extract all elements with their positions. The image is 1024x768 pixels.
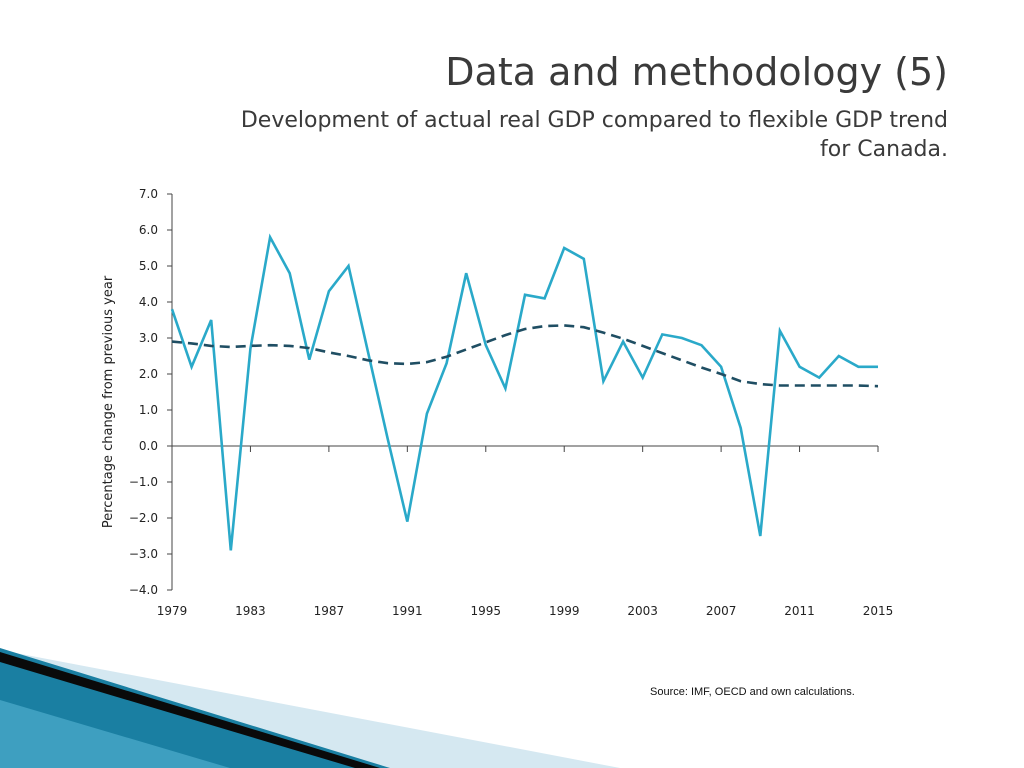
x-tick-label: 1979 <box>157 604 188 618</box>
y-tick-label: 7.0 <box>139 187 158 201</box>
decor-highlight-band <box>0 700 230 768</box>
y-axis-title: Percentage change from previous year <box>101 275 116 528</box>
y-tick-label: 5.0 <box>139 259 158 273</box>
y-tick-label: 1.0 <box>139 403 158 417</box>
x-tick-label: 1995 <box>471 604 502 618</box>
series-line-actual <box>170 233 878 551</box>
slide-subtitle-line2: for Canada. <box>820 137 948 162</box>
x-axis: 1979 1983 1987 1991 1995 1999 2003 2007 2011 2015 <box>157 445 894 618</box>
series-line-trend <box>171 324 879 388</box>
x-tick-label: 2011 <box>784 604 815 618</box>
x-tick-label: 2015 <box>863 604 894 618</box>
y-tick-label: −4.0 <box>129 583 158 597</box>
y-axis: 7.0 6.0 5.0 4.0 3.0 2.0 1.0 0.0 −1.0 −2.0 −3.0 −4.0 <box>129 187 173 597</box>
x-tick-label: 2003 <box>627 604 658 618</box>
x-tick-label: 1999 <box>549 604 580 618</box>
y-tick-label: 6.0 <box>139 223 158 237</box>
source-note: Source: IMF, OECD and own calculations. <box>650 686 855 698</box>
x-tick-label: 1991 <box>392 604 423 618</box>
y-tick-label: 0.0 <box>139 439 158 453</box>
x-tick-label: 2007 <box>706 604 737 618</box>
y-tick-label: 3.0 <box>139 331 158 345</box>
slide-subtitle-line1: Development of actual real GDP compared … <box>240 108 948 133</box>
slide-title: Data and methodology (5) <box>445 50 948 94</box>
y-tick-label: 2.0 <box>139 367 158 381</box>
x-tick-label: 1983 <box>235 604 266 618</box>
y-tick-label: −3.0 <box>129 547 158 561</box>
y-tick-label: 4.0 <box>139 295 158 309</box>
slide-subtitle: Development of actual real GDP compared … <box>128 106 948 164</box>
y-tick-label: −2.0 <box>129 511 158 525</box>
chart-series <box>170 233 879 551</box>
x-tick-label: 1987 <box>314 604 345 618</box>
decor-dark-stripe <box>0 652 380 768</box>
y-tick-label: −1.0 <box>129 475 158 489</box>
